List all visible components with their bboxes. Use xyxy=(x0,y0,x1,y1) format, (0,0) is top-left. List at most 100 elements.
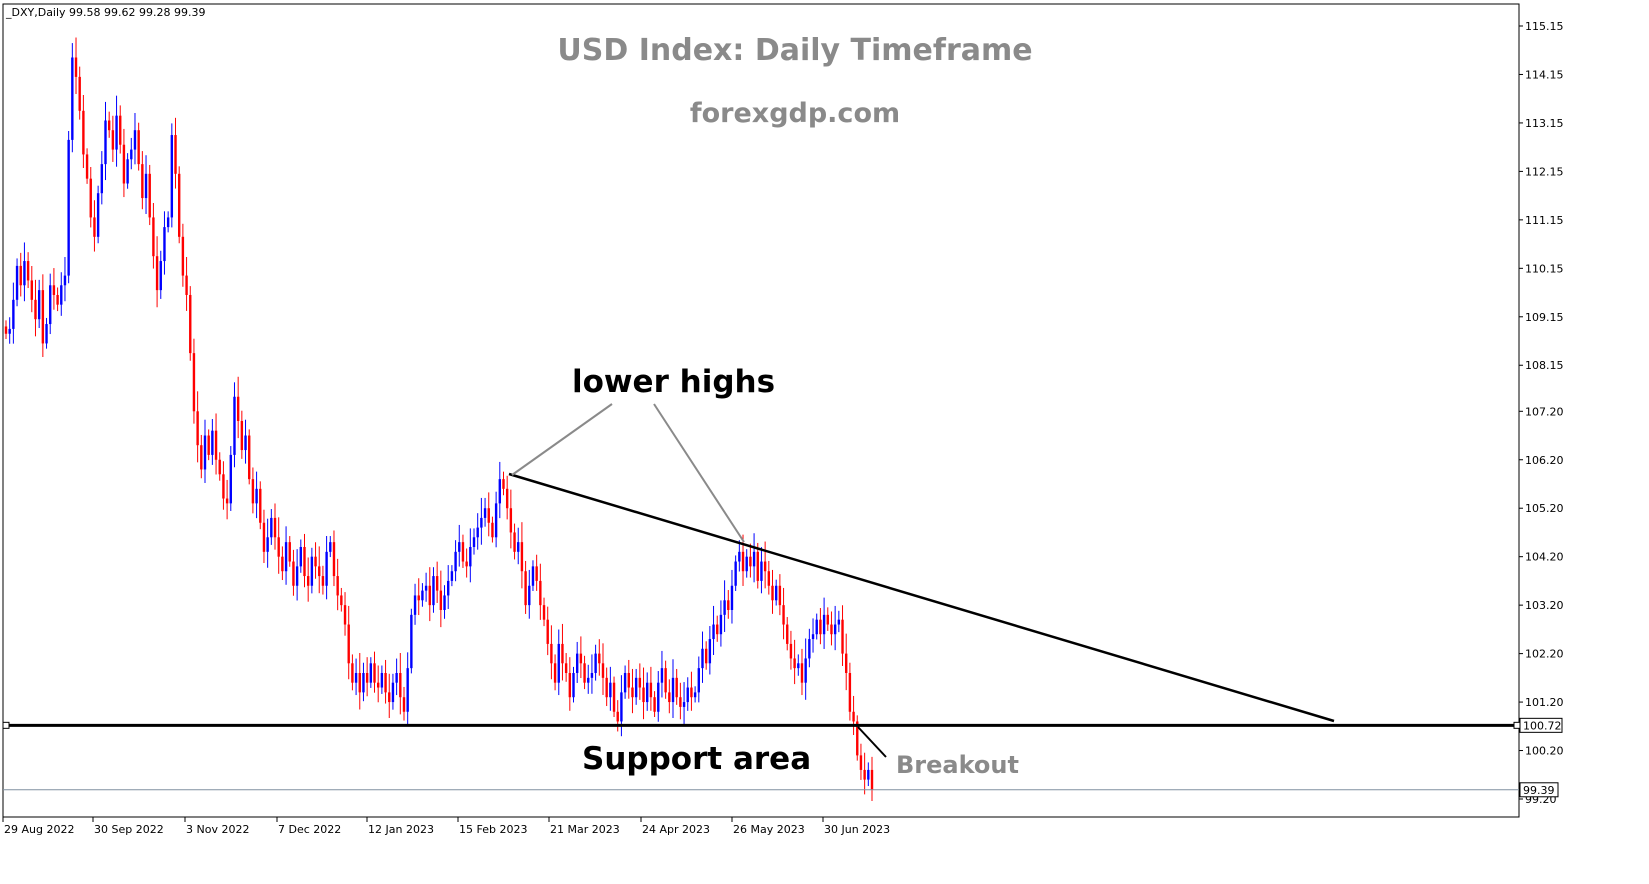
candle-body xyxy=(564,663,568,673)
candle xyxy=(830,611,833,646)
candle xyxy=(432,567,435,613)
candle xyxy=(682,682,686,725)
candle-body xyxy=(646,682,649,703)
candle xyxy=(248,429,251,485)
chart-subtitle: forexgdp.com xyxy=(690,98,900,129)
candle xyxy=(126,153,129,189)
candle xyxy=(292,549,295,596)
candle xyxy=(509,489,513,549)
candle-body xyxy=(605,677,608,698)
candle xyxy=(144,155,148,214)
candle xyxy=(572,666,575,703)
y-tick-label: 100.20 xyxy=(1525,745,1564,758)
candle xyxy=(391,673,395,710)
candle xyxy=(351,654,354,691)
support-line-handle[interactable] xyxy=(2,721,10,729)
candle-body xyxy=(623,672,627,693)
candle-body xyxy=(664,668,667,693)
candle-body xyxy=(178,173,181,237)
candle-body xyxy=(192,353,196,412)
x-tick-label: 15 Feb 2023 xyxy=(459,823,527,836)
candle-body xyxy=(259,488,262,523)
candle xyxy=(321,565,325,595)
support-price-label: 100.72 xyxy=(1523,719,1562,732)
candle xyxy=(535,554,538,591)
candle-body xyxy=(141,164,144,199)
candle-body xyxy=(306,576,310,586)
candle xyxy=(259,481,262,530)
candle xyxy=(443,585,446,619)
candle xyxy=(723,580,726,632)
candle xyxy=(119,105,122,154)
candle-body xyxy=(682,702,686,707)
current-price-box: 99.39 xyxy=(1519,782,1559,798)
candle-body xyxy=(701,648,704,669)
candle xyxy=(561,623,564,681)
candle-body xyxy=(144,173,148,199)
candle-body xyxy=(100,164,104,194)
candle xyxy=(365,657,369,697)
candle-body xyxy=(491,522,494,538)
candle-body xyxy=(34,299,37,320)
candle xyxy=(362,662,365,702)
candle-body xyxy=(601,663,605,678)
candle-body xyxy=(679,697,682,707)
candle-body xyxy=(41,290,45,344)
candle-body xyxy=(531,566,535,586)
candle xyxy=(229,446,232,511)
candle xyxy=(668,679,671,714)
candle xyxy=(524,560,527,614)
candle xyxy=(679,682,682,720)
candle xyxy=(439,570,443,628)
candle xyxy=(867,762,870,787)
candle xyxy=(767,560,771,595)
candle-body xyxy=(23,261,26,286)
candle xyxy=(745,549,748,578)
candle-body xyxy=(288,542,291,562)
candle xyxy=(52,268,56,310)
candle-body xyxy=(417,595,420,601)
candle-body xyxy=(833,624,837,635)
candle xyxy=(12,282,15,344)
candle-body xyxy=(745,556,748,572)
candle xyxy=(752,533,756,583)
candle-body xyxy=(480,517,483,528)
candle xyxy=(159,250,162,299)
support-line-handle[interactable] xyxy=(1513,721,1521,729)
candle xyxy=(487,492,490,537)
candle xyxy=(336,558,339,611)
candle xyxy=(314,542,317,579)
candle-body xyxy=(273,517,277,538)
candle xyxy=(598,639,601,676)
candle-body xyxy=(299,546,303,567)
candle xyxy=(222,461,225,510)
candle-body xyxy=(12,299,15,329)
candle-body xyxy=(354,672,358,683)
candle-body xyxy=(848,672,852,712)
candle xyxy=(23,242,26,302)
candle xyxy=(26,252,30,289)
candle-body xyxy=(56,294,59,305)
candle xyxy=(225,479,229,520)
candle-body xyxy=(137,130,140,165)
candle-body xyxy=(498,479,502,504)
candle xyxy=(800,648,804,696)
candle-body xyxy=(281,556,284,572)
candle-body xyxy=(111,130,115,150)
descending-trendline xyxy=(508,472,1335,723)
candle-body xyxy=(752,551,756,567)
candle-body xyxy=(380,672,384,688)
candle xyxy=(716,615,719,642)
candle xyxy=(491,516,494,543)
candle-body xyxy=(347,624,350,664)
candle-body xyxy=(52,285,56,295)
candle-body xyxy=(424,585,428,591)
candle-body xyxy=(837,619,841,625)
candle-body xyxy=(82,110,85,155)
candle-body xyxy=(583,663,586,683)
candle xyxy=(542,597,546,627)
candle-body xyxy=(561,643,564,664)
candle xyxy=(37,279,41,329)
candle-body xyxy=(8,328,11,334)
candle xyxy=(708,626,712,675)
